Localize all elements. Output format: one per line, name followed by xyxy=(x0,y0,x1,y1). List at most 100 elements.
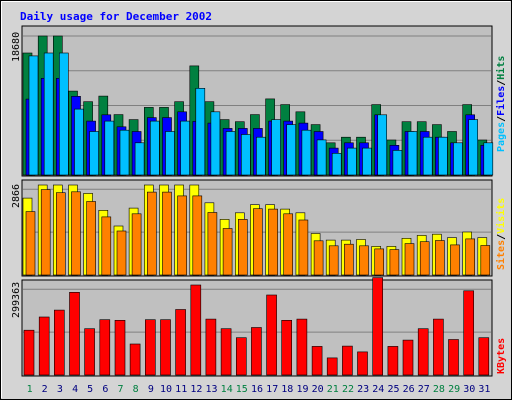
bar-pages-day-7 xyxy=(119,129,130,176)
bar-sites-day-13 xyxy=(207,212,218,276)
bar-pages-day-21 xyxy=(331,153,342,176)
x-tick-day-9: 9 xyxy=(148,384,154,395)
x-tick-day-24: 24 xyxy=(372,384,384,395)
bar-pages-day-23 xyxy=(362,147,372,176)
bar-sites-day-16 xyxy=(253,208,263,276)
legend-visits-sites: Sites/Visits xyxy=(495,198,507,270)
bar-kbytes-day-27 xyxy=(417,328,429,376)
bar-sites-day-5 xyxy=(86,201,96,276)
bar-sites-day-9 xyxy=(147,191,157,276)
legend-part: Visits xyxy=(495,198,507,234)
bar-sites-day-11 xyxy=(177,195,187,276)
x-tick-day-26: 26 xyxy=(403,384,415,395)
bar-kbytes-day-2 xyxy=(38,316,50,376)
bar-pages-day-4 xyxy=(74,108,84,176)
bar-kbytes-day-24 xyxy=(372,277,384,376)
x-tick-day-11: 11 xyxy=(175,384,187,395)
bar-sites-day-29 xyxy=(450,244,460,276)
bar-kbytes-day-13 xyxy=(205,318,217,376)
bar-kbytes-day-16 xyxy=(251,327,262,376)
bar-kbytes-day-20 xyxy=(311,346,323,376)
bar-sites-day-20 xyxy=(313,240,324,276)
bar-sites-day-3 xyxy=(55,192,66,276)
bar-kbytes-day-28 xyxy=(433,318,444,376)
panel-hits-files-pages: 18680 Pages/Files/Hits xyxy=(11,25,507,177)
x-tick-day-8: 8 xyxy=(133,384,139,395)
bar-sites-day-2 xyxy=(40,189,51,276)
x-tick-day-25: 25 xyxy=(387,384,399,395)
bar-kbytes-day-19 xyxy=(296,318,308,376)
bar-sites-day-15 xyxy=(238,219,248,276)
bar-kbytes-day-21 xyxy=(326,357,338,376)
bar-sites-day-30 xyxy=(465,238,476,276)
x-tick-day-22: 22 xyxy=(342,384,354,395)
bar-pages-day-5 xyxy=(89,131,99,176)
bar-kbytes-day-17 xyxy=(266,294,277,376)
bar-kbytes-day-12 xyxy=(190,284,202,376)
bar-sites-day-21 xyxy=(328,245,339,276)
chart-title: Daily usage for December 2002 xyxy=(20,10,212,23)
bar-kbytes-day-14 xyxy=(220,328,232,376)
bar-sites-day-31 xyxy=(480,245,491,276)
bar-sites-day-1 xyxy=(25,211,36,276)
x-tick-day-1: 1 xyxy=(27,384,33,395)
bar-sites-day-25 xyxy=(389,249,400,276)
x-tick-day-14: 14 xyxy=(221,384,233,395)
bar-sites-day-7 xyxy=(116,230,127,276)
bar-pages-day-11 xyxy=(180,120,190,176)
x-tick-day-19: 19 xyxy=(296,384,308,395)
bar-sites-day-12 xyxy=(192,195,203,276)
bar-pages-day-20 xyxy=(316,139,327,176)
legend-part: / xyxy=(496,116,507,122)
bar-pages-day-28 xyxy=(438,136,448,176)
bar-kbytes-day-5 xyxy=(84,328,95,376)
y-max-label-hits: 18680 xyxy=(11,32,22,62)
x-tick-day-30: 30 xyxy=(463,384,475,395)
legend-part: KBytes xyxy=(496,338,507,374)
legend-hits-files-pages: Pages/Files/Hits xyxy=(495,56,507,152)
bar-pages-day-22 xyxy=(347,147,357,176)
bar-pages-day-6 xyxy=(104,120,115,176)
x-tick-day-4: 4 xyxy=(72,384,78,395)
legend-part: / xyxy=(496,234,507,240)
bar-pages-day-19 xyxy=(301,129,312,176)
bar-kbytes-day-18 xyxy=(281,319,293,376)
bar-sites-day-18 xyxy=(283,213,294,276)
bar-kbytes-day-3 xyxy=(53,309,65,376)
bar-kbytes-day-23 xyxy=(357,351,368,376)
bar-sites-day-19 xyxy=(298,219,309,276)
x-tick-day-31: 31 xyxy=(478,384,490,395)
x-axis-day-labels: 1 2 3 4 5 6 7 8 9 10 11 12 13 14 15 16 17 18 19 20 21 22 23 24 2… xyxy=(27,384,491,395)
bar-sites-day-24 xyxy=(374,248,385,276)
bar-pages-day-25 xyxy=(392,150,403,176)
legend-part: / xyxy=(496,80,507,86)
bar-pages-day-31 xyxy=(483,142,494,176)
bar-pages-day-8 xyxy=(134,142,145,176)
x-tick-day-16: 16 xyxy=(251,384,263,395)
x-tick-day-10: 10 xyxy=(160,384,172,395)
bar-pages-day-29 xyxy=(453,142,463,176)
bar-sites-day-14 xyxy=(222,228,233,276)
x-tick-day-17: 17 xyxy=(266,384,278,395)
bar-kbytes-day-26 xyxy=(402,339,414,376)
y-max-label-visits: 2866 xyxy=(11,184,22,208)
x-tick-day-18: 18 xyxy=(281,384,293,395)
x-tick-day-21: 21 xyxy=(327,384,339,395)
bar-sites-day-17 xyxy=(268,208,278,276)
x-tick-day-2: 2 xyxy=(42,384,48,395)
bar-pages-day-2 xyxy=(43,52,54,176)
legend-part: Files xyxy=(495,86,507,116)
bar-pages-day-26 xyxy=(407,131,418,176)
bar-kbytes-day-30 xyxy=(463,290,475,376)
bar-kbytes-day-22 xyxy=(342,345,353,376)
bar-kbytes-day-8 xyxy=(129,343,141,376)
bar-kbytes-day-10 xyxy=(160,319,171,376)
bar-kbytes-day-6 xyxy=(99,319,111,376)
bar-sites-day-27 xyxy=(419,241,430,276)
x-tick-day-23: 23 xyxy=(357,384,369,395)
panel-kbytes: 299363 KBytes xyxy=(11,277,507,377)
x-tick-day-27: 27 xyxy=(418,384,430,395)
bar-kbytes-day-11 xyxy=(175,309,186,376)
x-tick-day-13: 13 xyxy=(205,384,217,395)
